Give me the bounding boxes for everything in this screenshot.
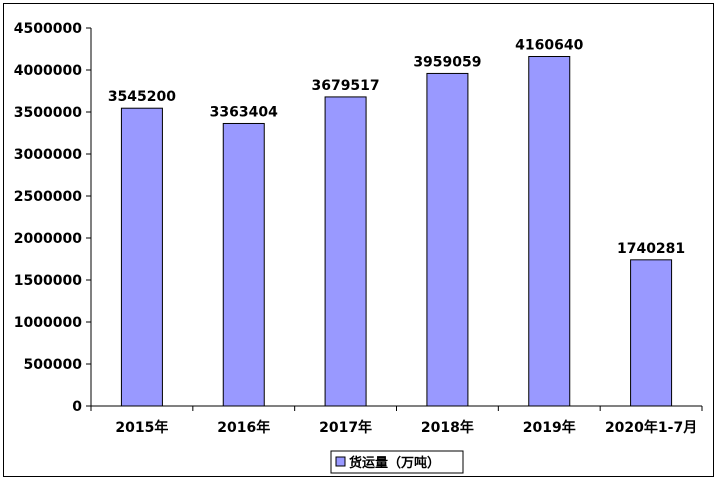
y-tick-label: 4500000 — [14, 21, 82, 37]
bars-group: 3545200 3363404 3679517 3959059 4160640 17402… — [108, 38, 685, 407]
y-tick-label: 0 — [72, 399, 82, 415]
y-tick-label: 3000000 — [14, 147, 82, 163]
bar — [426, 72, 469, 407]
x-axis-labels: 2015年 2016年 2017年 2018年 2019年 2020年1-7月 — [90, 406, 703, 436]
x-category-label: 2017年 — [319, 419, 372, 436]
bar-data-label: 3545200 — [108, 89, 176, 105]
bar-data-label: 3959059 — [413, 54, 481, 70]
y-tick-label: 3500000 — [14, 105, 82, 121]
bar-data-label: 3679517 — [311, 78, 379, 94]
bar-data-label: 3363404 — [210, 104, 278, 120]
legend-label: 货运量（万吨） — [349, 455, 440, 471]
bar — [528, 56, 571, 407]
legend-box — [330, 450, 464, 474]
x-category-label: 2020年1-7月 — [605, 419, 697, 436]
y-tick-label: 2500000 — [14, 189, 82, 205]
y-tick-label: 1000000 — [14, 315, 82, 331]
x-category-label: 2016年 — [217, 419, 270, 436]
bar — [222, 122, 265, 407]
bar — [120, 107, 163, 407]
legend: 货运量（万吨） — [330, 450, 464, 474]
bar-data-label: 1740281 — [617, 241, 685, 257]
bar — [630, 259, 673, 407]
y-tick-label: 4000000 — [14, 63, 82, 79]
bar-data-label: 4160640 — [515, 38, 583, 54]
x-category-label: 2019年 — [523, 419, 576, 436]
y-tick-label: 500000 — [24, 357, 83, 373]
legend-swatch — [335, 456, 346, 467]
y-axis-ticks: 0 500000 1000000 1500000 2000000 2500000 30000… — [14, 21, 91, 415]
bar — [324, 96, 367, 407]
y-tick-label: 1500000 — [14, 273, 82, 289]
x-category-label: 2018年 — [421, 419, 474, 436]
y-tick-label: 2000000 — [14, 231, 82, 247]
x-category-label: 2015年 — [115, 419, 168, 436]
